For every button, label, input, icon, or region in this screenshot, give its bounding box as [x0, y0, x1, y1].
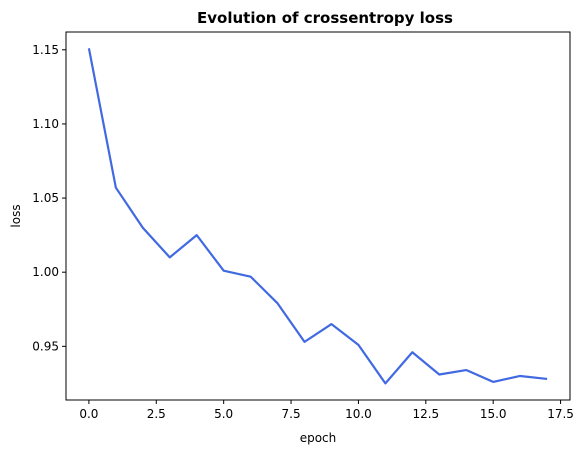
x-tick-label: 15.0 — [480, 407, 507, 421]
x-tick-label: 12.5 — [412, 407, 439, 421]
y-tick-label: 1.10 — [32, 117, 59, 131]
chart-title: Evolution of crossentropy loss — [197, 9, 453, 27]
y-tick-label: 1.05 — [32, 191, 59, 205]
x-tick-label: 10.0 — [345, 407, 372, 421]
x-tick-label: 7.5 — [282, 407, 301, 421]
y-tick-label: 1.00 — [32, 265, 59, 279]
x-tick-label: 0.0 — [79, 407, 98, 421]
x-tick-label: 17.5 — [547, 407, 574, 421]
loss-series-line — [87, 48, 548, 385]
series-layer — [87, 48, 548, 385]
x-tick-label: 5.0 — [214, 407, 233, 421]
y-tick-label: 0.95 — [32, 339, 59, 353]
x-tick-label: 2.5 — [147, 407, 166, 421]
plot-frame — [65, 31, 571, 401]
x-axis: 0.0 2.5 5.0 7.5 10.0 12.5 15.0 17.5 — [79, 400, 574, 421]
y-tick-label: 1.15 — [32, 43, 59, 57]
y-axis-label: loss — [9, 204, 23, 227]
y-axis: 0.95 1.00 1.05 1.10 1.15 — [32, 43, 66, 353]
x-axis-label: epoch — [300, 431, 337, 445]
